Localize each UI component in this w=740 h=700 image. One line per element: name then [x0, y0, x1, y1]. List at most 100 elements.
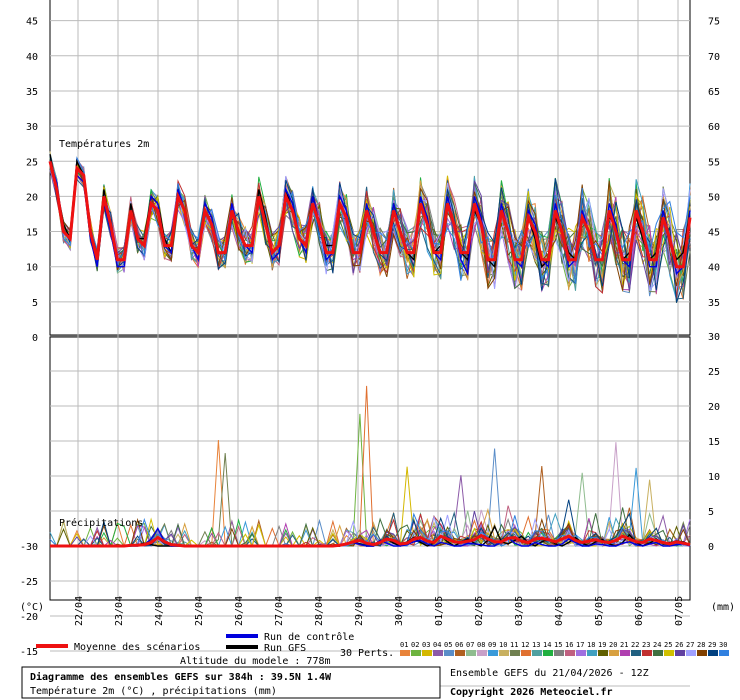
prec-right-tick: 10: [708, 472, 720, 483]
member-swatch: [587, 650, 597, 656]
member-number: 16: [565, 641, 573, 649]
date-tick-label: 07/05: [674, 596, 685, 626]
temp-right-tick: 40: [708, 263, 720, 274]
prec-right-tick: 5: [708, 507, 714, 518]
temp-left-tick: 15: [26, 228, 38, 239]
member-number: 08: [477, 641, 485, 649]
prec-left-tick: -30: [20, 542, 38, 553]
member-number: 26: [675, 641, 683, 649]
legend-gfs-label: Run GFS: [264, 643, 306, 654]
member-number: 10: [499, 641, 507, 649]
date-tick-label: 28/04: [314, 596, 325, 626]
prec-control-line: [50, 527, 691, 547]
altitude-label: Altitude du modele : 778m: [180, 656, 331, 667]
member-swatch: [686, 650, 696, 656]
temp-right-tick: 45: [708, 228, 720, 239]
member-number: 17: [576, 641, 584, 649]
prec-left-tick: -20: [20, 612, 38, 623]
legend-control-label: Run de contrôle: [264, 631, 354, 643]
member-swatch: [708, 650, 718, 656]
date-tick-label: 05/05: [594, 596, 605, 626]
member-number: 13: [532, 641, 540, 649]
temp-right-tick: 60: [708, 122, 720, 133]
member-swatch: [477, 650, 487, 656]
member-swatch: [422, 650, 432, 656]
temp-left-tick: 40: [26, 52, 38, 63]
member-swatch: [488, 650, 498, 656]
mm-unit-label: (mm): [711, 602, 735, 613]
temp-right-tick: 70: [708, 52, 720, 63]
member-swatch: [675, 650, 685, 656]
temperature-panel: [49, 0, 691, 336]
member-number: 22: [631, 641, 639, 649]
date-tick-label: 30/04: [394, 596, 405, 626]
perts-label: 30 Perts.: [340, 648, 394, 659]
date-tick-label: 01/05: [434, 596, 445, 626]
member-number: 21: [620, 641, 628, 649]
member-number: 19: [598, 641, 606, 649]
member-swatch: [554, 650, 564, 656]
temp-member-line: [49, 154, 691, 290]
member-swatch: [719, 650, 729, 656]
member-number: 06: [455, 641, 463, 649]
temp-right-tick: 55: [708, 157, 720, 168]
run-info: Ensemble GEFS du 21/04/2026 - 12Z: [450, 668, 649, 679]
member-swatch: [455, 650, 465, 656]
member-number: 12: [521, 641, 529, 649]
temp-right-tick: 75: [708, 17, 720, 28]
precipitation-grid: [50, 335, 690, 687]
temp-member-line: [49, 154, 691, 284]
member-swatch: [466, 650, 476, 656]
member-swatch: [598, 650, 608, 656]
date-grid: [77, 0, 679, 600]
prec-left-tick: -15: [20, 647, 38, 658]
member-number: 28: [697, 641, 705, 649]
member-swatch: [532, 650, 542, 656]
member-swatch: [400, 650, 410, 656]
temp-right-tick: 35: [708, 298, 720, 309]
member-number: 18: [587, 641, 595, 649]
member-legend: 01 02 03 04 05 06 07 08 09 10 11 12 13 14 15 16 17 18 19 20…: [400, 641, 729, 656]
prec-mean-line: [50, 533, 691, 548]
member-swatch: [543, 650, 553, 656]
member-number: 24: [653, 641, 661, 649]
member-swatch: [697, 650, 707, 656]
member-number: 07: [466, 641, 474, 649]
footer-title: Diagramme des ensembles GEFS sur 384h : …: [30, 671, 332, 683]
date-tick-label: 24/04: [154, 596, 165, 626]
prec-right-tick: 15: [708, 437, 720, 448]
date-tick-label: 04/05: [554, 596, 565, 626]
member-number: 09: [488, 641, 496, 649]
member-number: 20: [609, 641, 617, 649]
temperature-panel-title: Températures 2m: [59, 138, 149, 150]
temperature-grid: [50, 20, 690, 303]
legend: Moyenne des scénarios Run de contrôle Ru…: [36, 631, 729, 667]
member-swatch: [510, 650, 520, 656]
celsius-unit-label: (°C): [20, 602, 44, 613]
temp-left-tick: 0: [32, 333, 38, 344]
date-tick-label: 25/04: [194, 596, 205, 626]
temp-mean-line: [48, 160, 692, 269]
member-swatch: [433, 650, 443, 656]
copyright: Copyright 2026 Meteociel.fr: [450, 686, 613, 698]
main-series-lines: [48, 154, 692, 548]
precipitation-panel-title: Précipitations: [59, 517, 143, 529]
date-tick-label: 29/04: [354, 596, 365, 626]
legend-mean-label: Moyenne des scénarios: [74, 641, 200, 653]
member-swatch: [642, 650, 652, 656]
temp-right-tick: 50: [708, 192, 720, 203]
footer-title-box: [21, 666, 441, 699]
member-swatch: [631, 650, 641, 656]
date-tick-label: 26/04: [234, 596, 245, 626]
member-swatch: [499, 650, 509, 656]
member-number: 15: [554, 641, 562, 649]
member-swatch: [521, 650, 531, 656]
prec-right-tick: 0: [708, 542, 714, 553]
member-number: 05: [444, 641, 452, 649]
temp-left-tick: 30: [26, 122, 38, 133]
member-swatch: [664, 650, 674, 656]
prec-right-tick: 30: [708, 332, 720, 343]
member-swatch: [653, 650, 663, 656]
temp-left-tick: 20: [26, 192, 38, 203]
